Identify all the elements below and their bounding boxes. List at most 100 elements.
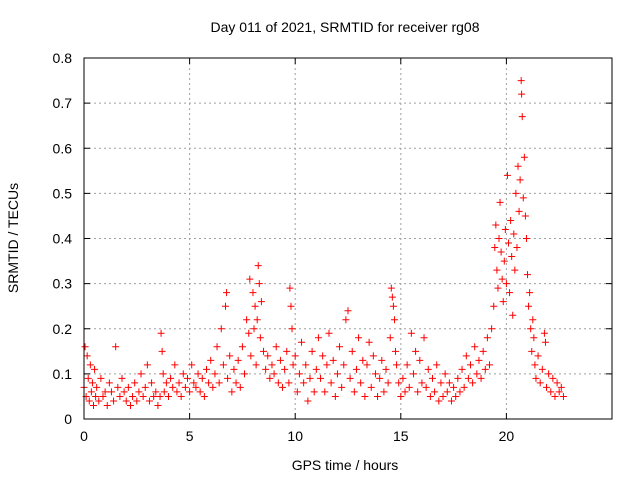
data-point [196, 388, 204, 396]
data-point [308, 347, 316, 355]
data-point [454, 374, 462, 382]
data-point [110, 397, 118, 405]
data-point [152, 388, 160, 396]
data-point [387, 284, 395, 292]
data-point [232, 379, 240, 387]
data-point [547, 388, 555, 396]
data-point [105, 379, 113, 387]
data-point [527, 325, 535, 333]
data-point [543, 383, 551, 391]
data-point [250, 325, 258, 333]
data-point [541, 338, 549, 346]
data-point [456, 388, 464, 396]
data-point [519, 194, 527, 202]
data-point [252, 361, 260, 369]
data-point [359, 356, 367, 364]
data-point [422, 383, 430, 391]
data-point [433, 361, 441, 369]
data-point [256, 334, 264, 342]
data-point [559, 392, 567, 400]
data-point [249, 289, 257, 297]
data-point [188, 361, 196, 369]
data-point [205, 379, 213, 387]
data-point [545, 370, 553, 378]
data-point [517, 77, 525, 85]
data-point [374, 392, 382, 400]
data-point [272, 343, 280, 351]
data-point [369, 352, 377, 360]
data-point [181, 383, 189, 391]
data-point [395, 379, 403, 387]
data-point [236, 383, 244, 391]
data-point [87, 388, 95, 396]
data-point [473, 370, 481, 378]
data-point [340, 361, 348, 369]
y-tick-labels: 0 0.1 0.2 0.3 0.4 0.5 0.6 0.7 0.8 [53, 50, 73, 427]
data-point [219, 361, 227, 369]
data-point [300, 379, 308, 387]
data-point [521, 212, 529, 220]
data-point [222, 302, 230, 310]
data-point [198, 374, 206, 382]
y-tick-label: 0 [64, 411, 72, 427]
data-point [502, 280, 510, 288]
data-point [190, 379, 198, 387]
data-point [202, 365, 210, 373]
data-point [501, 225, 509, 233]
data-point [91, 365, 99, 373]
data-point [295, 370, 303, 378]
data-point [156, 392, 164, 400]
data-point [409, 370, 417, 378]
data-point [133, 397, 141, 405]
x-tick-labels: 0 5 10 15 20 [80, 428, 514, 444]
data-point [361, 392, 369, 400]
data-point [289, 361, 297, 369]
data-point [466, 361, 474, 369]
data-point [327, 379, 335, 387]
data-point [217, 325, 225, 333]
data-point [378, 356, 386, 364]
data-point [179, 370, 187, 378]
data-point [268, 361, 276, 369]
data-point [175, 379, 183, 387]
data-point [520, 153, 528, 161]
data-point [439, 392, 447, 400]
data-point [346, 374, 354, 382]
y-tick-label: 0.5 [53, 185, 73, 201]
data-point [148, 379, 156, 387]
axis-ticks [83, 57, 612, 420]
data-point [238, 343, 246, 351]
data-point [529, 316, 537, 324]
y-tick-label: 0.8 [53, 50, 73, 66]
data-point [357, 379, 365, 387]
data-point [475, 356, 483, 364]
data-point [452, 392, 460, 400]
x-tick-label: 20 [499, 428, 515, 444]
data-point [441, 370, 449, 378]
data-point [154, 401, 162, 409]
data-point [129, 392, 137, 400]
data-point [255, 280, 263, 288]
data-point [81, 343, 89, 351]
data-point [88, 379, 96, 387]
data-point [405, 383, 413, 391]
data-point [445, 379, 453, 387]
y-tick-label: 0.2 [53, 321, 73, 337]
data-point [551, 392, 559, 400]
data-point [458, 365, 466, 373]
data-point [90, 401, 98, 409]
data-point [160, 388, 168, 396]
x-tick-label: 0 [80, 428, 88, 444]
data-point [401, 388, 409, 396]
data-point [481, 365, 489, 373]
data-point [534, 352, 542, 360]
x-tick-label: 15 [393, 428, 409, 444]
data-point [306, 374, 314, 382]
data-point [555, 388, 563, 396]
data-point [325, 329, 333, 337]
x-tick-label: 5 [186, 428, 194, 444]
data-point [403, 361, 411, 369]
data-point [85, 397, 93, 405]
data-point [424, 365, 432, 373]
data-point [524, 271, 532, 279]
